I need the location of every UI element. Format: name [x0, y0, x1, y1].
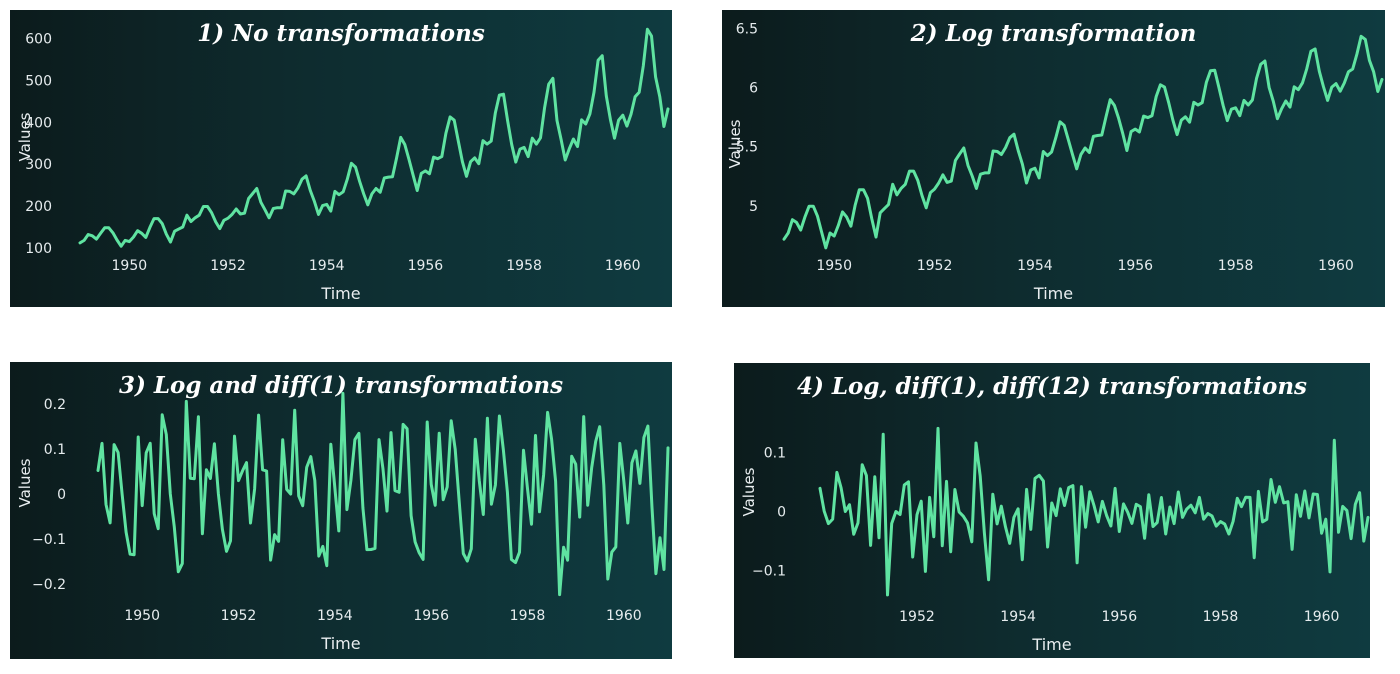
chart-2-ylabel: Values	[726, 119, 744, 169]
chart-3-x-tick: 1958	[510, 608, 546, 624]
chart-2-series-line	[782, 34, 1384, 250]
chart-4-x-tick: 1956	[1101, 609, 1137, 625]
chart-2-xlabel: Time	[1033, 284, 1074, 303]
chart-2-svg: 1950 1952 1954 1956 1958 1960 5 5.5 6 6.5	[736, 21, 1384, 274]
chart-4-y-tick: −0.1	[752, 564, 786, 580]
chart-3-series-line	[96, 391, 670, 597]
chart-1-xlabel: Time	[321, 284, 361, 303]
chart-4-y-tick: 0.1	[764, 445, 786, 461]
chart-4-y-tick: 0	[777, 504, 786, 520]
chart-1-ylabel: Values	[16, 112, 34, 162]
chart-1-series-line	[78, 27, 670, 248]
chart-2-x-tick: 1960	[1318, 258, 1354, 274]
chart-3-x-tick: 1960	[606, 608, 642, 624]
chart-2-x-tick: 1956	[1117, 258, 1153, 274]
chart-3-x-tick: 1954	[317, 608, 353, 624]
chart-1-x-tick: 1952	[210, 258, 246, 274]
chart-2-title: 2) Log transformation	[910, 20, 1197, 47]
chart-3-x-tick: 1956	[413, 608, 449, 624]
chart-1-x-tick: 1958	[506, 258, 542, 274]
chart-1-x-tick: 1954	[309, 258, 345, 274]
chart-4-x-tick: 1952	[899, 609, 935, 625]
chart-4-x-tick: 1960	[1304, 609, 1340, 625]
chart-2-y-tick: 5.5	[736, 140, 758, 156]
chart-2-x-tick: 1950	[816, 258, 852, 274]
chart-4-xlabel: Time	[1032, 635, 1072, 654]
chart-4-svg: 1952 1954 1956 1958 1960 0.1 0 −0.1	[752, 426, 1370, 625]
chart-2-y-tick: 6.5	[736, 21, 758, 37]
chart-1-y-tick: 200	[25, 199, 52, 215]
chart-3-y-tick: 0.1	[44, 442, 66, 458]
chart-panel-1: 1950 1952 1954 1956 1958 1960 100 200 300 400 500 6…	[10, 10, 672, 307]
chart-3-x-tick: 1950	[124, 608, 160, 624]
chart-1-x-tick: 1950	[112, 258, 148, 274]
chart-1-y-tick: 500	[25, 73, 52, 89]
chart-2-x-tick: 1952	[917, 258, 953, 274]
chart-2-x-tick: 1958	[1218, 258, 1254, 274]
chart-1-y-tick: 600	[25, 32, 52, 48]
chart-4-x-tick: 1954	[1000, 609, 1036, 625]
chart-1-x-tick: 1960	[605, 258, 641, 274]
chart-3-y-tick: −0.1	[32, 532, 66, 548]
chart-3-title: 3) Log and diff(1) transformations	[118, 372, 564, 399]
chart-1-y-tick: 400	[25, 115, 52, 131]
chart-4-x-tick: 1958	[1203, 609, 1239, 625]
chart-3-y-tick: 0	[57, 487, 66, 503]
chart-1-y-tick: 100	[25, 241, 52, 257]
chart-1-title: 1) No transformations	[197, 20, 485, 47]
chart-1-x-tick: 1956	[408, 258, 444, 274]
chart-2-x-tick: 1954	[1017, 258, 1053, 274]
chart-2-y-tick: 6	[749, 81, 758, 97]
chart-panel-3: 1950 1952 1954 1956 1958 1960 0.2 0.1 0 −0.1 −0.2 …	[10, 362, 672, 659]
chart-3-xlabel: Time	[321, 634, 361, 653]
chart-3-y-tick: −0.2	[32, 577, 66, 593]
chart-4-ylabel: Values	[740, 467, 758, 517]
chart-3-svg: 1950 1952 1954 1956 1958 1960 0.2 0.1 0 −0.1 −0.2	[32, 391, 670, 624]
chart-3-ylabel: Values	[16, 458, 34, 508]
chart-2-y-tick: 5	[749, 199, 758, 215]
chart-panel-4: 1952 1954 1956 1958 1960 0.1 0 −0.1 4) Log, dif…	[734, 363, 1370, 658]
chart-3-y-tick: 0.2	[44, 397, 66, 413]
chart-1-svg: 1950 1952 1954 1956 1958 1960 100 200 300 400 500 6…	[25, 27, 670, 274]
chart-panel-2: 1950 1952 1954 1956 1958 1960 5 5.5 6 6.5 2) Log …	[722, 10, 1385, 307]
chart-3-x-tick: 1952	[221, 608, 257, 624]
chart-1-y-tick: 300	[25, 157, 52, 173]
chart-4-series-line	[818, 426, 1370, 597]
chart-4-title: 4) Log, diff(1), diff(12) transformation…	[796, 373, 1308, 400]
